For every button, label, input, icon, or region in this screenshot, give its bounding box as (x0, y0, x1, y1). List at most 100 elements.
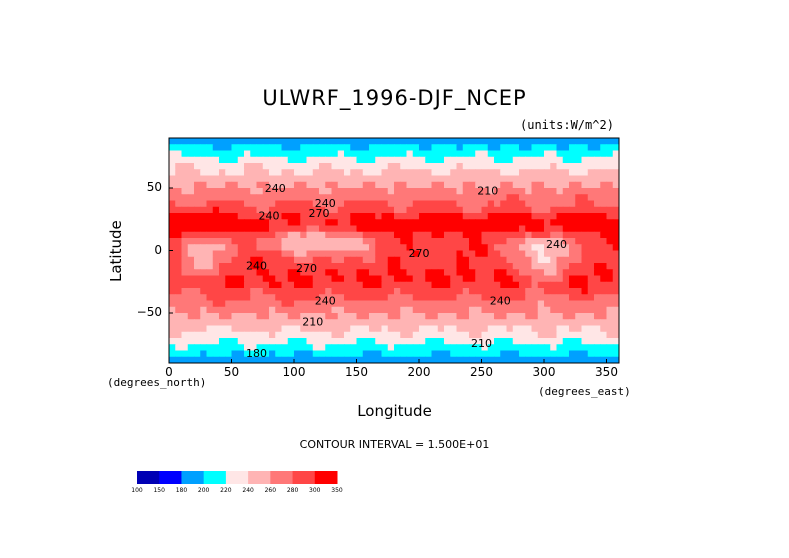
field-cell (550, 181, 558, 189)
field-cell (419, 150, 426, 158)
field-cell (381, 256, 389, 264)
field-cell (437, 206, 445, 214)
field-cell (456, 194, 464, 202)
field-cell (331, 150, 339, 158)
field-cell (612, 331, 619, 339)
field-cell (475, 256, 483, 264)
field-cell (431, 338, 439, 345)
field-cell (275, 156, 283, 164)
field-cell (369, 138, 376, 145)
field-cell (356, 150, 364, 158)
field-cell (587, 219, 595, 227)
field-cell (194, 225, 201, 233)
field-cell (175, 169, 183, 177)
field-cell (250, 138, 258, 145)
field-cell (219, 163, 226, 170)
field-cell (262, 238, 270, 245)
field-cell (444, 338, 451, 345)
field-cell (437, 238, 445, 245)
field-cell (519, 169, 526, 177)
field-cell (431, 200, 439, 208)
field-cell (419, 144, 426, 152)
field-cell (475, 138, 483, 145)
field-cell (606, 181, 614, 189)
field-cell (237, 350, 245, 358)
field-cell (519, 231, 526, 239)
field-cell (362, 250, 370, 258)
field-cell (287, 163, 295, 170)
field-cell (350, 263, 358, 270)
field-cell (500, 144, 508, 152)
field-cell (312, 244, 320, 252)
field-cell (431, 325, 439, 333)
field-cell (256, 331, 264, 339)
field-cell (425, 163, 433, 170)
field-cell (344, 306, 351, 314)
field-cell (481, 319, 489, 327)
field-cell (562, 156, 570, 164)
field-cell (250, 188, 258, 195)
field-cell (287, 181, 295, 189)
field-cell (325, 331, 333, 339)
field-cell (556, 138, 564, 145)
field-cell (581, 144, 589, 152)
field-cell (231, 200, 239, 208)
field-cell (194, 294, 201, 302)
field-cell (612, 263, 619, 270)
field-cell (275, 138, 283, 145)
field-cell (344, 231, 351, 239)
field-cell (362, 313, 370, 320)
field-cell (175, 356, 183, 363)
field-cell (237, 181, 245, 189)
field-cell (525, 275, 533, 283)
field-cell (369, 294, 376, 302)
field-cell (225, 219, 233, 227)
field-cell (419, 213, 426, 220)
field-cell (575, 163, 583, 170)
field-cell (300, 200, 308, 208)
field-cell (487, 200, 495, 208)
field-cell (581, 225, 589, 233)
field-cell (312, 175, 320, 183)
field-cell (275, 200, 283, 208)
field-cell (544, 188, 551, 195)
field-cell (181, 144, 189, 152)
field-cell (325, 238, 333, 245)
x-axis-label: Longitude (357, 402, 432, 420)
field-cell (519, 156, 526, 164)
contour-label: 270 (309, 207, 330, 220)
field-cell (344, 188, 351, 195)
field-cell (350, 275, 358, 283)
field-cell (594, 225, 601, 233)
field-cell (444, 219, 451, 227)
field-cell (369, 356, 376, 363)
field-cell (212, 288, 220, 295)
field-cell (206, 344, 214, 352)
field-cell (300, 331, 308, 339)
field-cell (231, 338, 239, 345)
field-cell (206, 238, 214, 245)
field-cell (531, 325, 539, 333)
field-cell (250, 331, 258, 339)
field-cell (331, 138, 339, 145)
field-cell (269, 294, 276, 302)
field-cell (194, 194, 201, 202)
field-cell (350, 181, 358, 189)
field-cell (356, 344, 364, 352)
field-cell (244, 306, 251, 314)
field-cell (419, 325, 426, 333)
field-cell (444, 163, 451, 170)
field-cell (581, 331, 589, 339)
field-cell (362, 338, 370, 345)
field-cell (562, 275, 570, 283)
field-cell (300, 225, 308, 233)
field-cell (562, 238, 570, 245)
field-cell (206, 175, 214, 183)
field-cell (369, 150, 376, 158)
field-cell (356, 250, 364, 258)
field-cell (431, 344, 439, 352)
field-cell (394, 319, 401, 327)
field-cell (231, 219, 239, 227)
field-cell (256, 263, 264, 270)
field-cell (237, 313, 245, 320)
